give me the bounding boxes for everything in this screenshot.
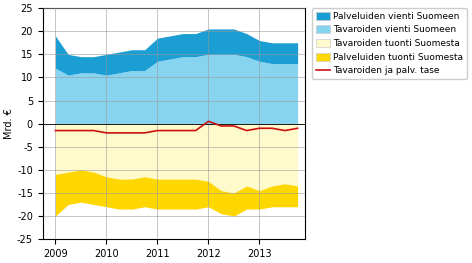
Y-axis label: Mrd. €: Mrd. € (4, 108, 14, 139)
Legend: Palveluiden vienti Suomeen, Tavaroiden vienti Suomeen, Tavaroiden tuonti Suomest: Palveluiden vienti Suomeen, Tavaroiden v… (312, 8, 467, 79)
